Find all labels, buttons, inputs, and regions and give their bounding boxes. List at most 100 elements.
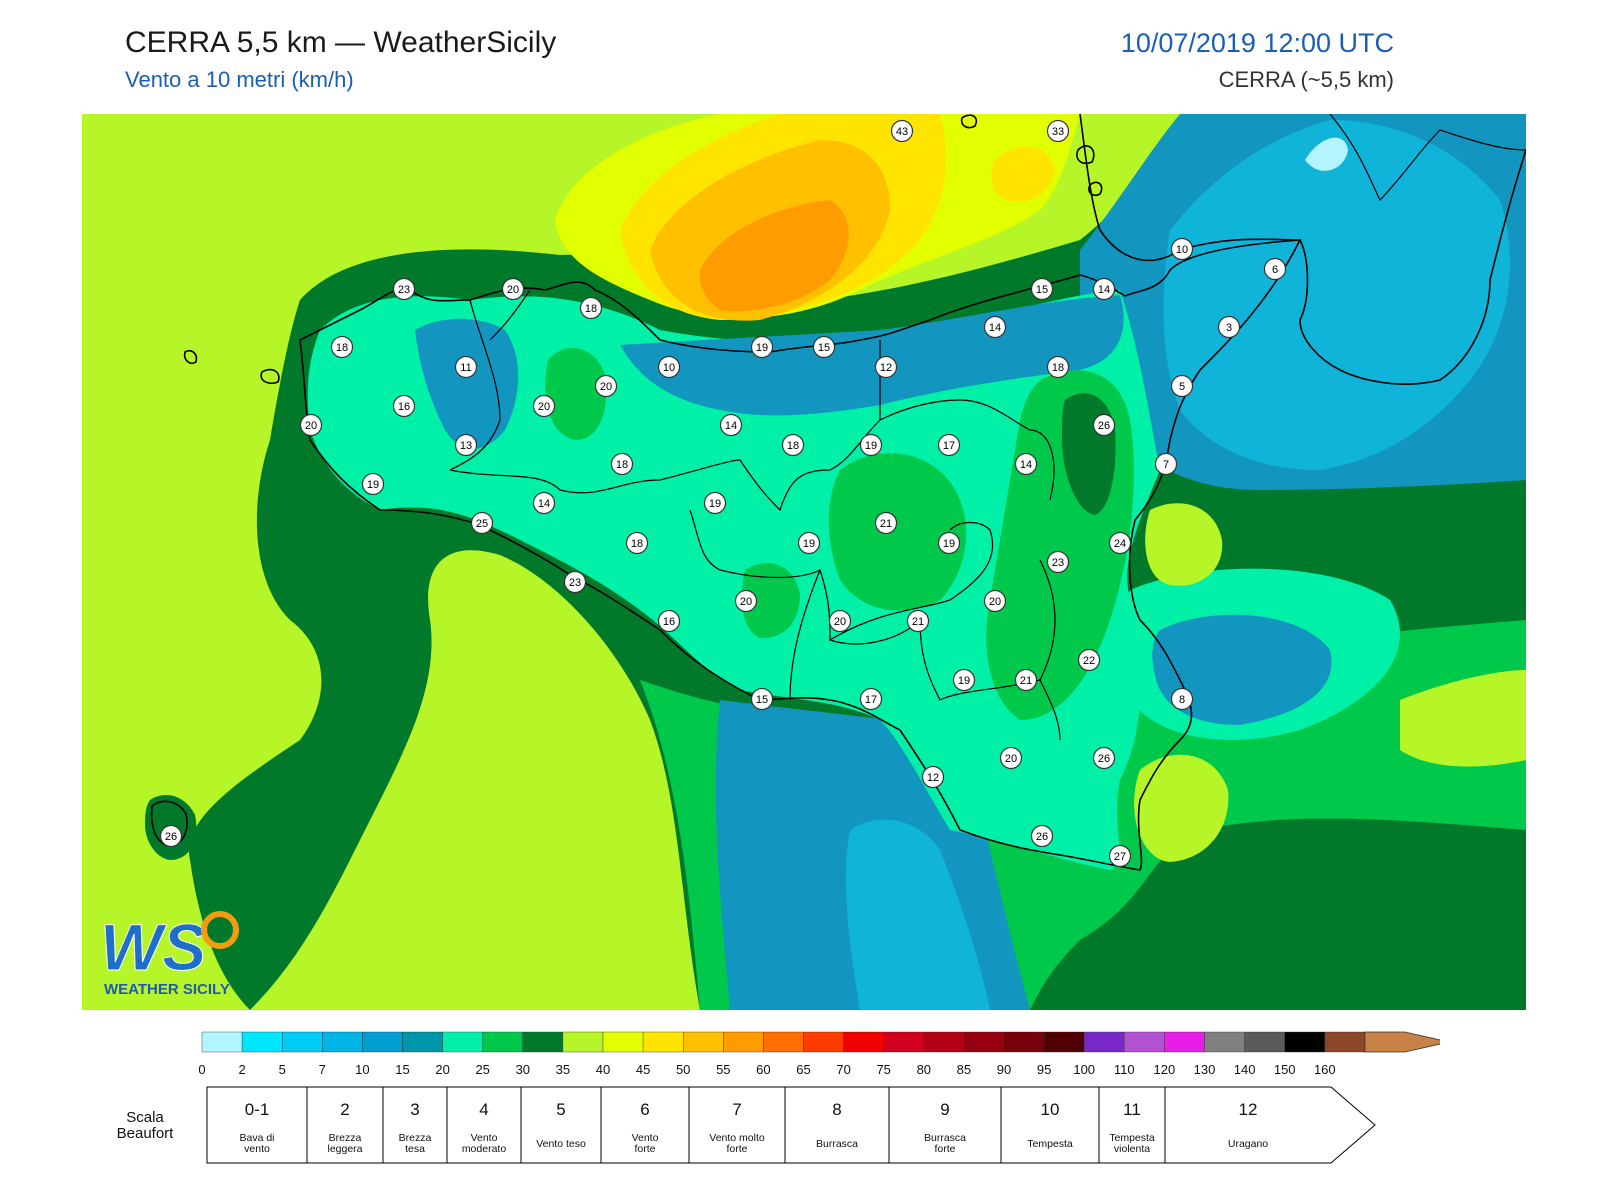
beaufort-description: Brezza bbox=[399, 1132, 432, 1144]
station-value: 20 bbox=[600, 381, 612, 393]
map-subtitle: Vento a 10 metri (km/h) bbox=[125, 67, 354, 92]
station-circle bbox=[610, 452, 634, 476]
colorbar-arrow bbox=[1364, 1031, 1440, 1053]
colorbar-swatch bbox=[1324, 1031, 1366, 1053]
station-value: 14 bbox=[1020, 459, 1032, 471]
ustica-island bbox=[183, 349, 198, 365]
station-value: 18 bbox=[1052, 362, 1064, 374]
station-circle bbox=[874, 355, 898, 379]
station-value: 20 bbox=[305, 420, 317, 432]
station-value: 10 bbox=[1176, 244, 1188, 256]
beaufort-cell-box bbox=[1000, 1086, 1100, 1164]
station-value: 26 bbox=[1098, 420, 1110, 432]
station-marker: 10 bbox=[657, 355, 681, 379]
station-circle bbox=[657, 355, 681, 379]
station-value: 15 bbox=[1036, 284, 1048, 296]
station-value: 20 bbox=[1005, 753, 1017, 765]
colorbar-swatch bbox=[803, 1031, 844, 1053]
colorbar-tick: 60 bbox=[756, 1062, 770, 1077]
colorbar-tick: 25 bbox=[475, 1062, 489, 1077]
colorbar-tick: 95 bbox=[1037, 1062, 1051, 1077]
station-circle bbox=[812, 335, 836, 359]
field-30-35-e3 bbox=[1400, 670, 1526, 767]
station-circle bbox=[330, 335, 354, 359]
station-marker: 5 bbox=[1170, 374, 1194, 398]
beaufort-cell-box bbox=[784, 1086, 890, 1164]
colorbar-tick: 120 bbox=[1154, 1062, 1176, 1077]
station-marker: 15 bbox=[750, 687, 774, 711]
station-value: 14 bbox=[538, 498, 550, 510]
colorbar-tick: 75 bbox=[876, 1062, 890, 1077]
station-value: 13 bbox=[460, 440, 472, 452]
station-value: 10 bbox=[663, 362, 675, 374]
station-value: 43 bbox=[896, 126, 908, 138]
station-marker: 15 bbox=[1030, 277, 1054, 301]
station-value: 20 bbox=[989, 596, 1001, 608]
field-30-35-sw bbox=[250, 550, 700, 1010]
beaufort-number: 7 bbox=[732, 1100, 741, 1119]
beaufort-cell-box bbox=[206, 1086, 308, 1164]
station-marker: 19 bbox=[797, 531, 821, 555]
station-marker: 33 bbox=[1046, 119, 1070, 143]
station-value: 19 bbox=[865, 440, 877, 452]
station-marker: 22 bbox=[1077, 648, 1101, 672]
colorbar-tick: 130 bbox=[1194, 1062, 1216, 1077]
colorbar-swatch bbox=[1003, 1031, 1045, 1053]
station-circle bbox=[937, 433, 961, 457]
station-marker: 19 bbox=[361, 472, 385, 496]
beaufort-description: Tempesta bbox=[1109, 1132, 1155, 1144]
station-marker: 14 bbox=[983, 315, 1007, 339]
station-circle bbox=[859, 687, 883, 711]
station-circle bbox=[1170, 374, 1194, 398]
station-marker: 26 bbox=[1092, 746, 1116, 770]
station-value: 19 bbox=[958, 675, 970, 687]
station-circle bbox=[532, 394, 556, 418]
calabria-coast bbox=[1079, 114, 1526, 385]
colorbar-tick: 0 bbox=[198, 1062, 205, 1077]
station-value: 11 bbox=[460, 362, 471, 374]
beaufort-description: forte bbox=[634, 1143, 655, 1155]
station-marker: 16 bbox=[392, 394, 416, 418]
colorbar-tick: 5 bbox=[279, 1062, 286, 1077]
station-value: 27 bbox=[1114, 851, 1126, 863]
station-marker: 26 bbox=[1030, 824, 1054, 848]
station-value: 26 bbox=[165, 831, 177, 843]
station-value: 14 bbox=[989, 322, 1001, 334]
calabria-border bbox=[1329, 114, 1526, 202]
beaufort-description: Vento bbox=[471, 1132, 498, 1144]
station-marker: 7 bbox=[1154, 452, 1178, 476]
station-marker: 21 bbox=[906, 609, 930, 633]
station-marker: 19 bbox=[937, 531, 961, 555]
colorbar-tick: 2 bbox=[238, 1062, 245, 1077]
beaufort-label: Scala Beaufort bbox=[116, 1109, 174, 1142]
station-circle bbox=[1046, 355, 1070, 379]
station-marker: 23 bbox=[563, 570, 587, 594]
station-circle bbox=[890, 119, 914, 143]
station-marker: 3 bbox=[1217, 315, 1241, 339]
colorbar-tick: 45 bbox=[636, 1062, 650, 1077]
station-circle bbox=[703, 491, 727, 515]
station-circle bbox=[983, 315, 1007, 339]
station-marker: 20 bbox=[734, 589, 758, 613]
logo-letters: WS bbox=[100, 910, 206, 984]
station-value: 14 bbox=[725, 420, 737, 432]
station-circle bbox=[906, 609, 930, 633]
station-marker: 23 bbox=[392, 277, 416, 301]
station-value: 19 bbox=[709, 498, 721, 510]
field-50-55-n bbox=[699, 200, 849, 312]
station-value: 15 bbox=[818, 342, 830, 354]
station-value: 26 bbox=[1098, 753, 1110, 765]
station-value: 23 bbox=[398, 284, 410, 296]
station-circle bbox=[1154, 452, 1178, 476]
station-marker: 20 bbox=[983, 589, 1007, 613]
station-circle bbox=[392, 394, 416, 418]
wind-map: 43 33 10 6 23 20 15 14 18 14 3 18 19 15 11 10 12 18 20 5 16 2… bbox=[82, 114, 1526, 1010]
station-circle bbox=[579, 296, 603, 320]
beaufort-description: tesa bbox=[405, 1143, 425, 1155]
station-circle bbox=[361, 472, 385, 496]
beaufort-cell: 5 Vento teso bbox=[520, 1086, 602, 1164]
station-marker: 19 bbox=[703, 491, 727, 515]
